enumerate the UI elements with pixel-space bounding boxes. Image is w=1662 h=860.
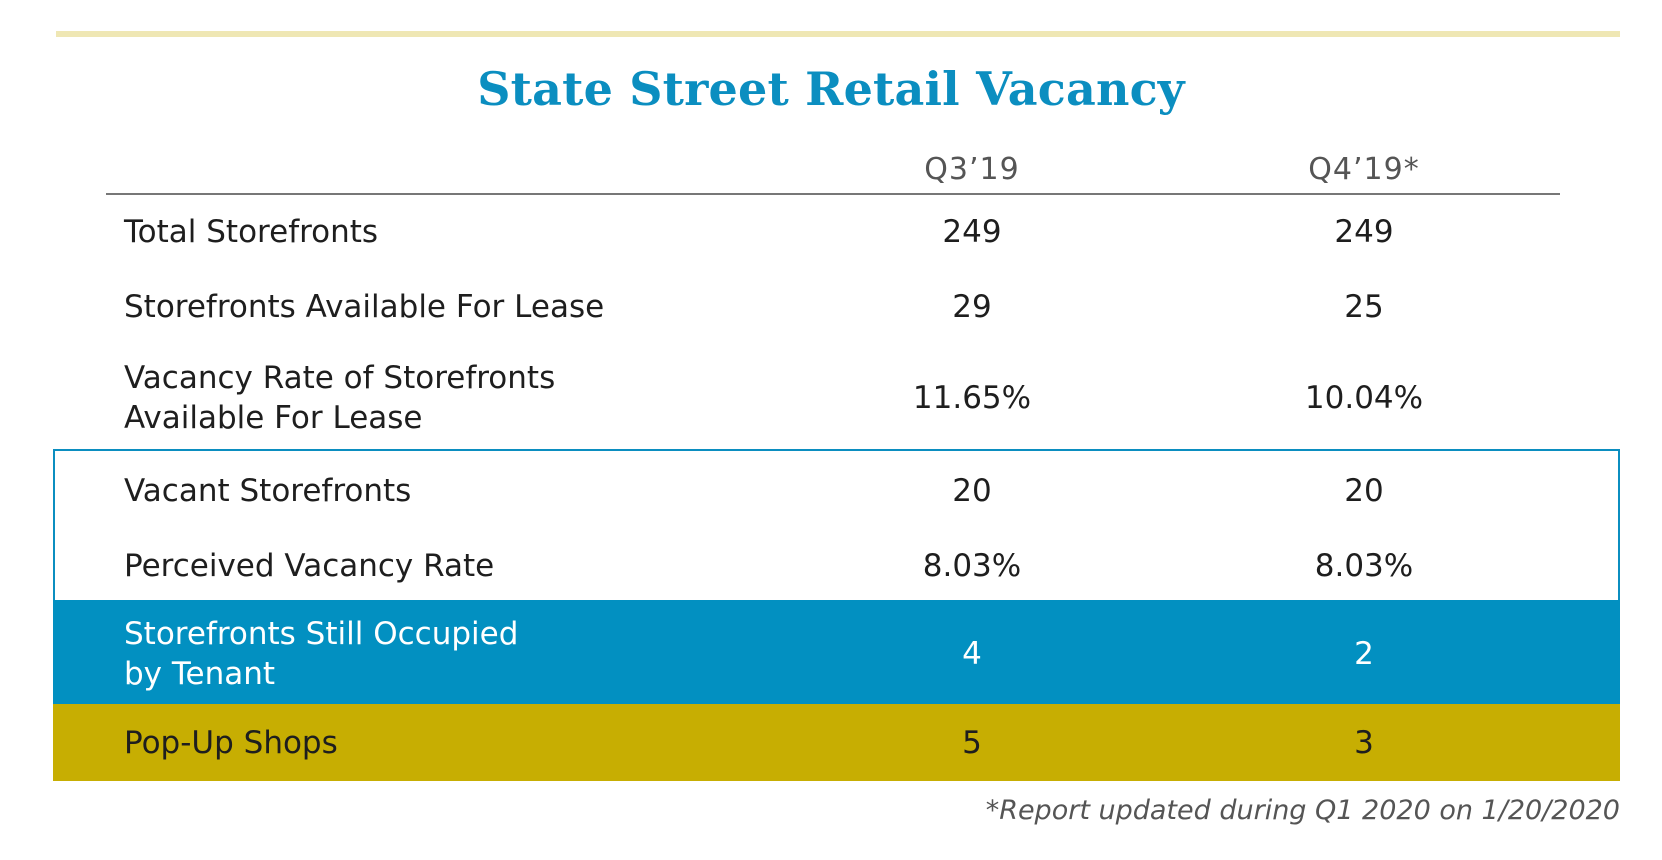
cell-q4-19: 2 [1354, 636, 1374, 672]
cell-q3-19: 29 [952, 289, 992, 325]
perceived-vacancy-outline [53, 449, 1620, 600]
cell-q4-19: 25 [1344, 289, 1384, 325]
row-label-line-1: Storefronts Still Occupied [124, 616, 519, 652]
cell-q3-19: 4 [962, 636, 982, 672]
top-rule [56, 31, 1620, 37]
cell-q3-19: 11.65% [912, 380, 1032, 416]
row-label-line-1: Vacancy Rate of Storefronts [124, 360, 556, 396]
row-label: Perceived Vacancy Rate [124, 548, 495, 584]
cell-q3-19: 20 [952, 473, 992, 509]
row-label: Storefronts Available For Lease [124, 289, 605, 325]
column-header-q4-19: Q4’19* [1308, 152, 1420, 187]
row-label: Total Storefronts [124, 214, 379, 250]
row-label-line-2: Available For Lease [124, 400, 423, 436]
chart-title: State Street Retail Vacancy [477, 62, 1185, 116]
row-label: Pop-Up Shops [124, 725, 338, 761]
column-header-q3-19: Q3’19 [924, 152, 1020, 187]
cell-q4-19: 3 [1354, 725, 1374, 761]
cell-q4-19: 10.04% [1304, 380, 1424, 416]
row-label-line-2: by Tenant [124, 656, 276, 692]
cell-q3-19: 5 [962, 725, 982, 761]
footnote: *Report updated during Q1 2020 on 1/20/2… [985, 795, 1620, 826]
header-divider [106, 193, 1560, 195]
cell-q3-19: 249 [942, 214, 1002, 250]
cell-q4-19: 8.03% [1314, 548, 1414, 584]
popup-band [53, 704, 1620, 781]
cell-q4-19: 249 [1334, 214, 1394, 250]
row-label: Vacant Storefronts [124, 473, 412, 509]
cell-q4-19: 20 [1344, 473, 1384, 509]
cell-q3-19: 8.03% [922, 548, 1022, 584]
occupied-band [53, 600, 1620, 704]
